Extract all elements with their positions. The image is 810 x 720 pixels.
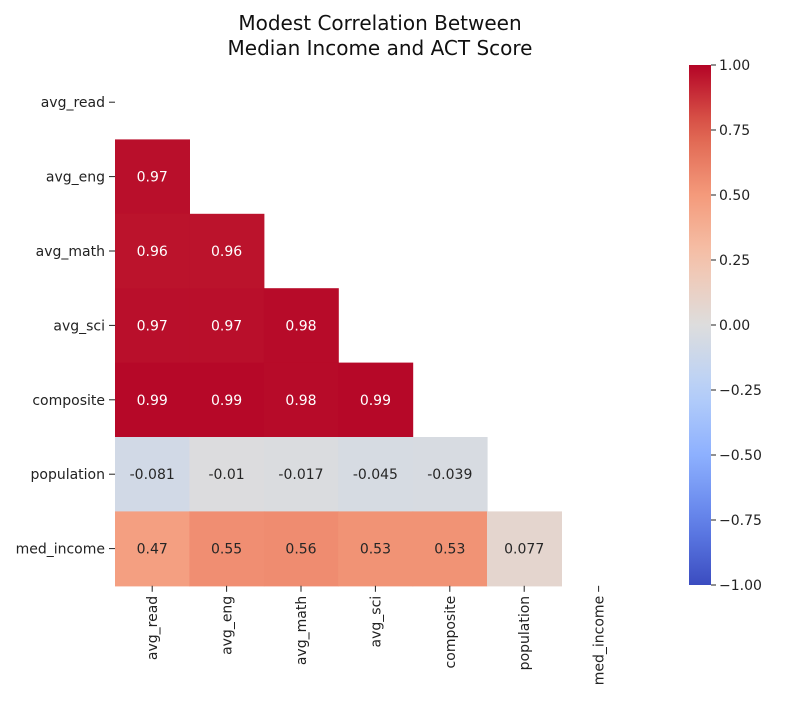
colorbar-tick-label: −1.00	[719, 578, 762, 594]
heatmap-cell-avg_math-avg_eng	[189, 213, 265, 289]
colorbar-gradient	[689, 65, 711, 585]
cell-annotation: 0.97	[211, 318, 242, 334]
cell-annotation: 0.56	[285, 542, 316, 558]
heatmap-cell-avg_eng-avg_read	[115, 139, 190, 215]
colorbar-tick-label: −0.50	[719, 448, 762, 464]
colorbar-tick-label: 0.00	[719, 318, 750, 334]
heatmap-cell-med_income-composite	[412, 511, 488, 587]
cell-annotation: -0.039	[427, 467, 472, 483]
heatmap-cell-population-avg_sci	[338, 437, 414, 512]
colorbar-tick-label: 0.75	[719, 123, 750, 139]
colorbar-tick-label: 0.25	[719, 253, 750, 269]
heatmap-cell-composite-avg_eng	[189, 362, 265, 438]
cell-annotation: 0.53	[360, 542, 391, 558]
colorbar-tick-label: 1.00	[719, 58, 750, 74]
y-tick-label-med_income: med_income	[16, 542, 105, 558]
x-tick-label-avg_read: avg_read	[145, 596, 161, 660]
heatmap-cell-population-avg_math	[263, 437, 339, 512]
heatmap-cell-population-avg_read	[115, 437, 190, 512]
heatmap-cell-population-avg_eng	[189, 437, 265, 512]
heatmap-cell-med_income-avg_eng	[189, 511, 265, 587]
y-axis-tick-labels: avg_read avg_eng avg_math avg_sci composite p…	[16, 95, 115, 558]
cell-annotation: 0.99	[211, 393, 242, 409]
y-tick-label-avg_read: avg_read	[41, 95, 105, 111]
heatmap-cell-med_income-avg_read	[115, 511, 190, 587]
cell-annotation: 0.47	[137, 542, 168, 558]
heatmap-cell-med_income-avg_math	[263, 511, 339, 587]
x-tick-label-composite: composite	[443, 596, 459, 669]
cell-annotation: -0.017	[278, 467, 323, 483]
y-tick-label-avg_eng: avg_eng	[46, 170, 105, 186]
heatmap-cells: 0.97 0.96 0.96 0.97 0.97 0.98 0.99 0.99 0.98 0.99…	[115, 139, 562, 587]
colorbar: 1.00 0.75 0.50 0.25 0.00 −0.25 −0.50 −0.75 −1.00	[689, 58, 762, 594]
y-tick-label-avg_math: avg_math	[36, 244, 105, 260]
heatmap-cell-population-composite	[412, 437, 488, 512]
heatmap-cell-composite-avg_math	[263, 362, 339, 438]
cell-annotation: -0.01	[208, 467, 244, 483]
x-axis-tick-labels: avg_read avg_eng avg_math avg_sci composite p…	[145, 585, 608, 685]
heatmap-cell-composite-avg_read	[115, 362, 190, 438]
cell-annotation: 0.96	[211, 244, 242, 260]
cell-annotation: -0.045	[353, 467, 398, 483]
x-tick-label-avg_eng: avg_eng	[220, 596, 236, 655]
heatmap-cell-avg_math-avg_read	[115, 213, 190, 289]
cell-annotation: 0.99	[137, 393, 168, 409]
cell-annotation: 0.55	[211, 542, 242, 558]
heatmap-cell-avg_sci-avg_read	[115, 288, 190, 364]
y-tick-label-avg_sci: avg_sci	[53, 318, 105, 334]
x-tick-label-avg_sci: avg_sci	[368, 596, 384, 648]
y-tick-label-population: population	[31, 467, 106, 483]
chart-title-line-1: Modest Correlation Between	[238, 11, 521, 35]
cell-annotation: 0.98	[285, 318, 316, 334]
heatmap-cell-composite-avg_sci	[338, 362, 414, 438]
colorbar-tick-label: −0.75	[719, 513, 762, 529]
cell-annotation: 0.99	[360, 393, 391, 409]
chart-title-line-2: Median Income and ACT Score	[228, 36, 533, 60]
colorbar-tick-label: −0.25	[719, 383, 762, 399]
cell-annotation: 0.97	[137, 318, 168, 334]
cell-annotation: 0.98	[285, 393, 316, 409]
x-tick-label-avg_math: avg_math	[294, 596, 310, 665]
x-tick-label-population: population	[517, 596, 533, 671]
cell-annotation: 0.97	[137, 170, 168, 186]
cell-annotation: 0.53	[434, 542, 465, 558]
cell-annotation: 0.077	[504, 542, 544, 558]
heatmap-cell-med_income-population	[487, 511, 562, 587]
heatmap-cell-med_income-avg_sci	[338, 511, 414, 587]
cell-annotation: -0.081	[130, 467, 175, 483]
cell-annotation: 0.96	[137, 244, 168, 260]
x-tick-label-med_income: med_income	[592, 596, 608, 685]
heatmap-cell-avg_sci-avg_eng	[189, 288, 265, 364]
heatmap-cell-avg_sci-avg_math	[263, 288, 339, 364]
colorbar-tick-label: 0.50	[719, 188, 750, 204]
y-tick-label-composite: composite	[32, 393, 105, 409]
